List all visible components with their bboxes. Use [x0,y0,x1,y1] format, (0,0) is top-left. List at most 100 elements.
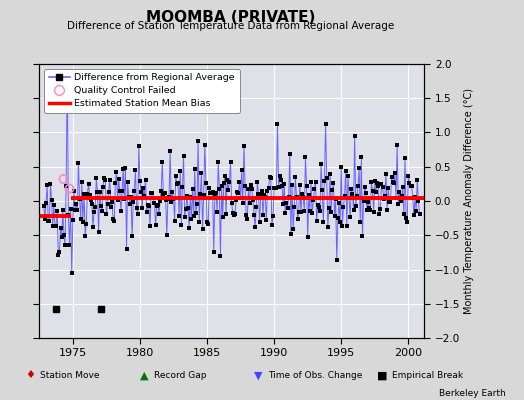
Point [196,191,204,197]
Point [167,199,176,205]
Point [101,177,110,184]
Point [290,204,299,210]
Point [321,121,330,128]
Point [195,219,203,225]
Point [254,191,263,197]
Point [245,199,254,206]
Point [292,194,301,200]
Point [210,249,218,256]
Point [146,223,154,230]
Point [122,245,130,252]
Point [157,187,166,194]
Point [293,216,302,222]
Point [149,195,158,201]
Point [243,216,252,222]
Point [113,196,122,203]
Point [368,188,377,195]
Point [222,211,230,217]
Point [62,183,70,189]
Point [271,185,279,192]
Point [219,214,227,220]
Point [303,234,312,240]
Point [351,133,359,139]
Point [402,214,410,221]
Point [93,188,102,195]
Point [343,222,351,229]
Point [358,232,367,239]
Point [232,196,241,203]
Point [66,186,74,192]
Point [43,182,51,188]
Point [75,195,84,202]
Point [148,190,157,196]
Point [252,204,260,210]
Point [166,148,174,154]
Point [206,189,215,196]
Point [205,185,213,192]
Point [128,233,136,240]
Point [52,222,60,229]
Point [408,183,416,190]
Point [288,182,296,188]
Point [191,165,199,172]
Point [324,224,332,231]
Point [155,210,163,217]
Point [150,200,159,206]
Point [261,194,269,200]
Point [202,180,210,186]
Point [194,138,202,144]
Point [86,197,95,204]
Point [228,210,237,216]
Point [186,194,194,200]
Point [69,217,77,224]
Point [333,257,341,264]
Point [339,204,347,210]
Point [110,218,118,224]
Point [40,203,48,209]
Point [235,179,244,186]
Point [400,211,408,217]
Point [379,196,388,202]
Point [138,205,146,212]
Point [73,207,82,213]
Point [279,201,287,208]
Point [59,206,67,213]
Point [322,175,331,182]
Point [125,193,133,200]
Point [216,253,225,259]
Point [346,214,354,220]
Point [364,199,372,206]
Point [160,190,169,196]
Text: ■: ■ [377,370,387,380]
Point [396,198,405,204]
Point [392,195,400,201]
Point [134,210,142,217]
Point [179,153,188,160]
Text: Record Gap: Record Gap [154,371,207,380]
Point [116,188,124,194]
Point [250,211,258,218]
Point [338,222,346,229]
Point [383,206,391,213]
Point [313,202,322,208]
Point [260,192,268,198]
Point [121,165,129,172]
Point [276,173,284,180]
Point [141,176,150,183]
Point [120,196,128,202]
Point [289,226,297,232]
Point [283,204,292,211]
Point [68,270,76,276]
Point [399,184,407,190]
Point [347,186,355,192]
Point [177,222,185,228]
Point [262,217,270,223]
Point [263,188,271,194]
Point [362,190,370,196]
Point [326,171,334,177]
Point [61,242,69,248]
Point [88,201,96,207]
Point [269,213,277,220]
Point [135,143,143,149]
Point [376,206,385,212]
